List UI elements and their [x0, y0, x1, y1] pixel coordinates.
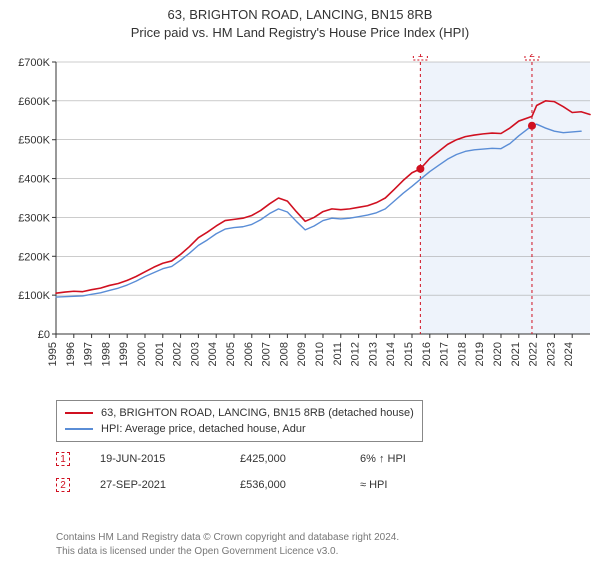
sale-row: 2 27-SEP-2021 £536,000 ≈ HPI	[56, 472, 576, 498]
svg-text:£600K: £600K	[18, 96, 50, 108]
svg-text:1999: 1999	[118, 342, 130, 366]
svg-text:2016: 2016	[421, 342, 433, 366]
svg-text:2010: 2010	[314, 342, 326, 366]
svg-text:£300K: £300K	[18, 212, 50, 224]
svg-text:2005: 2005	[225, 342, 237, 366]
legend-swatch	[65, 412, 93, 414]
footer: Contains HM Land Registry data © Crown c…	[56, 531, 399, 558]
svg-text:2011: 2011	[332, 342, 344, 366]
chart-area: £0 £100K £200K £300K £400K £500K £600K £700K 199…	[0, 54, 600, 384]
footer-line2: This data is licensed under the Open Gov…	[56, 545, 399, 559]
svg-text:2007: 2007	[261, 342, 273, 366]
legend-swatch	[65, 428, 93, 430]
svg-text:£0: £0	[38, 329, 50, 341]
legend-item: 63, BRIGHTON ROAD, LANCING, BN15 8RB (de…	[65, 405, 414, 421]
legend-label: HPI: Average price, detached house, Adur	[101, 423, 306, 435]
legend: 63, BRIGHTON ROAD, LANCING, BN15 8RB (de…	[56, 400, 423, 442]
sale-hpi: 6% ↑ HPI	[360, 453, 576, 465]
svg-text:2015: 2015	[403, 342, 415, 366]
svg-text:£200K: £200K	[18, 251, 50, 263]
svg-text:2009: 2009	[296, 342, 308, 366]
svg-text:£700K: £700K	[18, 57, 50, 69]
svg-text:2024: 2024	[563, 342, 575, 366]
legend-label: 63, BRIGHTON ROAD, LANCING, BN15 8RB (de…	[101, 407, 414, 419]
svg-text:2003: 2003	[189, 342, 201, 366]
svg-text:2023: 2023	[545, 342, 557, 366]
svg-text:2001: 2001	[154, 342, 166, 366]
svg-text:£500K: £500K	[18, 135, 50, 147]
svg-text:£100K: £100K	[18, 290, 50, 302]
title-line1: 63, BRIGHTON ROAD, LANCING, BN15 8RB	[0, 6, 600, 24]
svg-text:1996: 1996	[65, 342, 77, 366]
svg-text:2013: 2013	[367, 342, 379, 366]
sale-date: 19-JUN-2015	[100, 453, 240, 465]
svg-text:1: 1	[418, 54, 424, 60]
svg-text:2018: 2018	[456, 342, 468, 366]
legend-item: HPI: Average price, detached house, Adur	[65, 421, 414, 437]
sale-marker-1: 1	[56, 452, 70, 466]
sale-marker-2: 2	[56, 478, 70, 492]
sale-price: £425,000	[240, 453, 360, 465]
svg-text:2000: 2000	[136, 342, 148, 366]
sale-date: 27-SEP-2021	[100, 479, 240, 491]
title-line2: Price paid vs. HM Land Registry's House …	[0, 24, 600, 42]
svg-text:2012: 2012	[350, 342, 362, 366]
svg-text:2020: 2020	[492, 342, 504, 366]
chart-svg: £0 £100K £200K £300K £400K £500K £600K £700K 199…	[0, 54, 600, 384]
sale-price: £536,000	[240, 479, 360, 491]
svg-text:2019: 2019	[474, 342, 486, 366]
svg-text:1998: 1998	[100, 342, 112, 366]
sale-hpi: ≈ HPI	[360, 479, 576, 491]
svg-text:2021: 2021	[510, 342, 522, 366]
svg-text:2022: 2022	[528, 342, 540, 366]
svg-text:2014: 2014	[385, 342, 397, 366]
svg-text:2006: 2006	[243, 342, 255, 366]
svg-text:2017: 2017	[439, 342, 451, 366]
footer-line1: Contains HM Land Registry data © Crown c…	[56, 531, 399, 545]
svg-text:1997: 1997	[83, 342, 95, 366]
sales-table: 1 19-JUN-2015 £425,000 6% ↑ HPI 2 27-SEP…	[56, 446, 576, 498]
svg-text:2002: 2002	[172, 342, 184, 366]
svg-text:£400K: £400K	[18, 174, 50, 186]
chart-title: 63, BRIGHTON ROAD, LANCING, BN15 8RB Pri…	[0, 6, 600, 41]
svg-text:1995: 1995	[47, 342, 59, 366]
svg-text:2: 2	[529, 54, 535, 60]
svg-text:2004: 2004	[207, 342, 219, 366]
sale-row: 1 19-JUN-2015 £425,000 6% ↑ HPI	[56, 446, 576, 472]
svg-text:2008: 2008	[278, 342, 290, 366]
